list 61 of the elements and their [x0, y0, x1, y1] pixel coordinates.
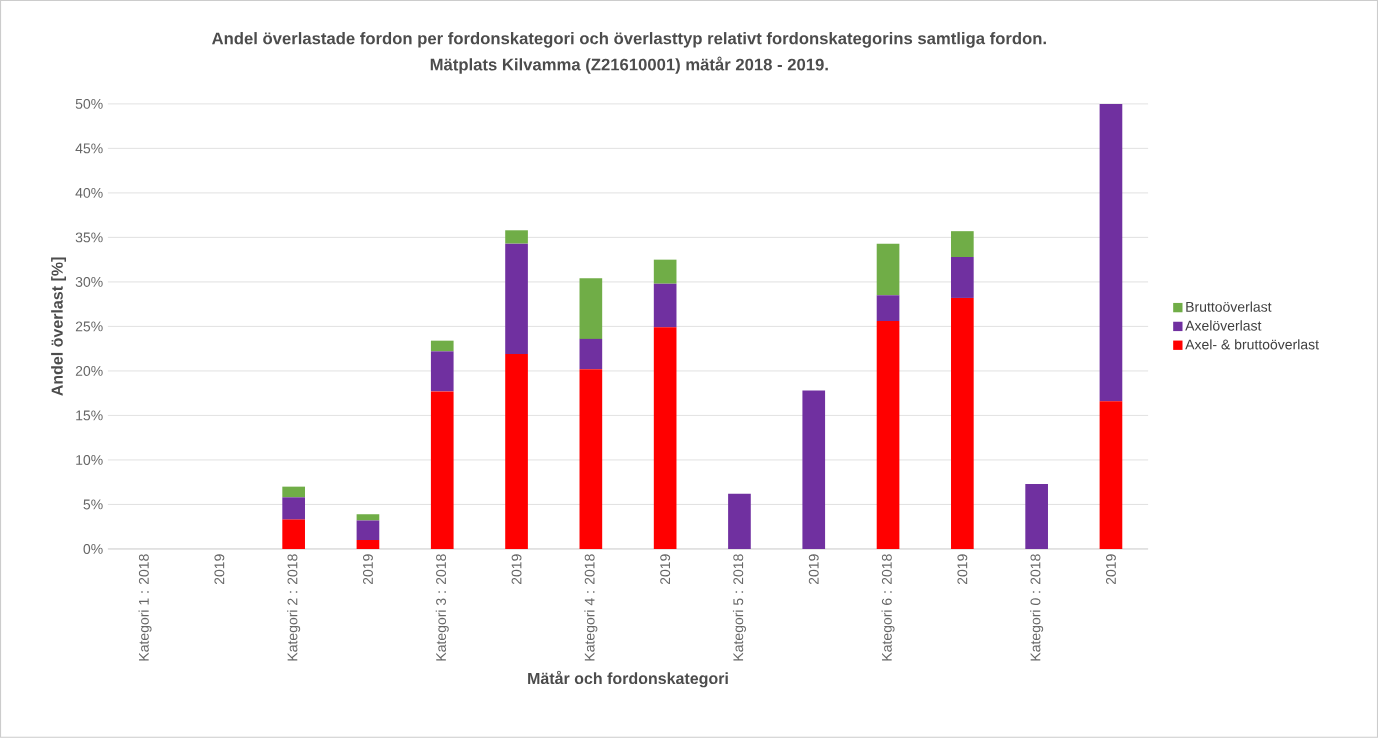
x-tick-label: 2019	[363, 554, 373, 585]
x-tick-label: Kategori 0 : 2018	[1030, 554, 1044, 661]
bar	[356, 520, 380, 541]
y-tick-label: 20%	[75, 366, 103, 376]
bar	[505, 230, 528, 244]
bar	[579, 369, 603, 550]
y-tick-label: 10%	[76, 455, 103, 465]
bar	[728, 493, 751, 550]
y-tick-label: 50%	[75, 98, 103, 109]
x-tick-label: Kategori 3 : 2018	[435, 554, 449, 661]
x-tick-label: 2019	[214, 554, 225, 585]
bar	[1099, 103, 1123, 402]
bar	[876, 243, 900, 296]
bar	[876, 321, 900, 550]
chart-subtitle: Mätplats Kilvamma (Z21610001) mätår 2018 - 2019.	[430, 56, 828, 74]
x-tick-label: Kategori 2 : 2018	[287, 554, 301, 661]
y-axis-title: Andel överlast [%]	[51, 257, 67, 396]
x-tick-label: 2019	[660, 554, 671, 585]
y-tick-label: 5%	[83, 499, 103, 510]
x-tick-label: Kategori 4 : 2018	[584, 554, 598, 661]
bar	[653, 259, 677, 284]
bar	[430, 391, 454, 550]
x-tick-label: 2019	[808, 554, 819, 585]
bar	[1025, 484, 1048, 550]
y-tick-label: 45%	[75, 143, 103, 154]
legend-label: Axelöverlast	[1185, 320, 1262, 331]
bar	[356, 540, 380, 550]
legend-label: Bruttoöverlast	[1186, 301, 1272, 312]
y-tick-label: 35%	[75, 232, 103, 243]
legend-label: Axel- & bruttoöverlast	[1185, 339, 1319, 350]
bar	[653, 283, 677, 328]
bar	[282, 497, 305, 520]
bar	[505, 354, 528, 550]
x-tick-label: Kategori 5 : 2018	[732, 554, 746, 661]
y-tick-label: 0%	[83, 544, 103, 554]
bar	[579, 278, 603, 339]
x-tick-label: 2019	[511, 554, 522, 585]
bar	[579, 338, 603, 370]
bar	[505, 243, 528, 355]
bar	[951, 257, 974, 298]
bar	[876, 295, 900, 322]
bar	[356, 514, 380, 521]
chart-title: Andel överlastade fordon per fordonskategori och överlasttyp relativt fordonskategorins samtliga fordon.	[212, 32, 1046, 48]
bar	[653, 327, 677, 550]
bar	[282, 486, 305, 498]
bar	[1099, 401, 1123, 550]
x-axis-title: Mätår och fordonskategori	[528, 670, 728, 688]
y-tick-label: 25%	[75, 321, 103, 332]
x-tick-label: Kategori 1 : 2018	[138, 554, 152, 661]
x-tick-label: Kategori 6 : 2018	[881, 554, 895, 661]
y-tick-label: 15%	[76, 410, 103, 421]
bar	[802, 390, 826, 550]
bar	[282, 519, 305, 550]
bar	[951, 297, 974, 550]
y-tick-label: 40%	[75, 188, 103, 198]
x-tick-label: 2019	[957, 554, 968, 585]
bar	[430, 340, 454, 352]
bar	[430, 351, 454, 392]
x-tick-label: 2019	[1106, 554, 1116, 585]
bar	[951, 231, 974, 258]
y-tick-label: 30%	[75, 277, 103, 287]
